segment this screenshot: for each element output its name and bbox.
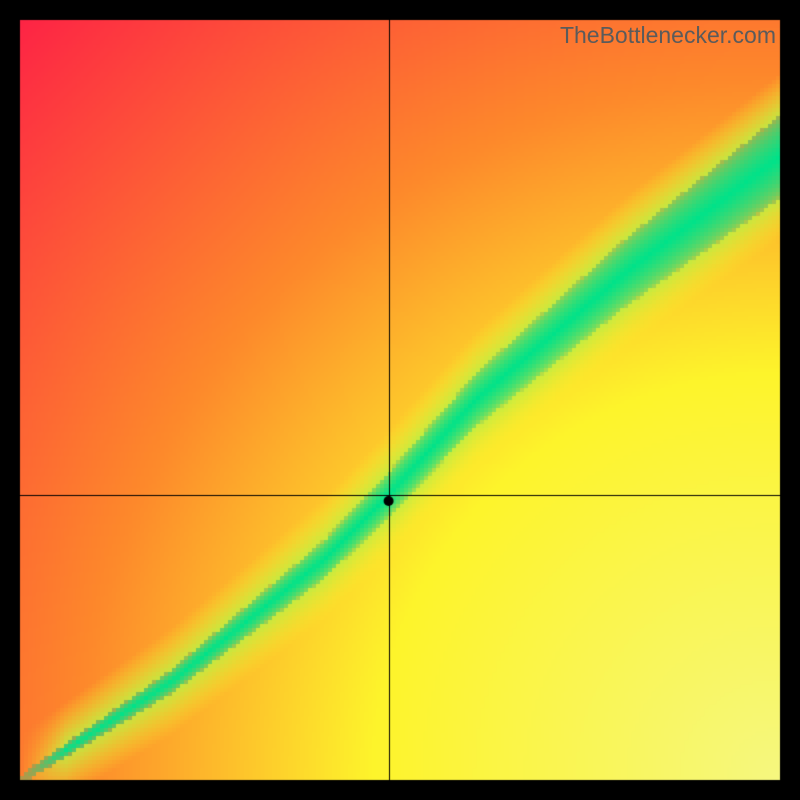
gradient-canvas	[0, 0, 800, 800]
chart-container: TheBottlenecker.com	[0, 0, 800, 800]
